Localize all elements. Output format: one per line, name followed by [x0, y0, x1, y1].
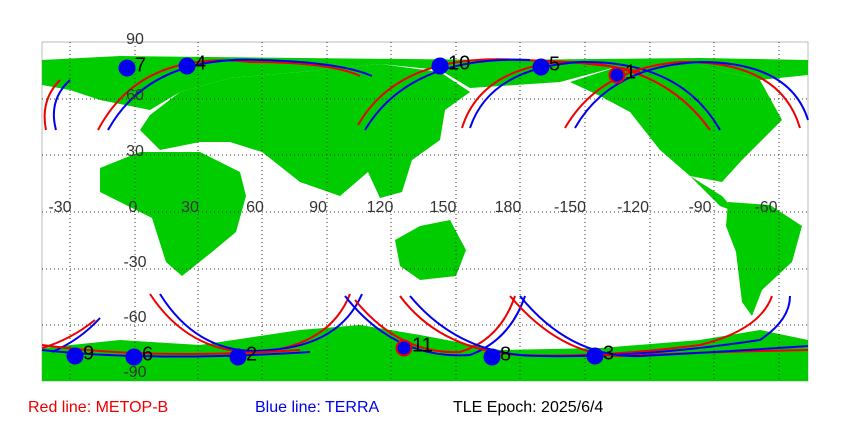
- lon-label: 120: [367, 199, 394, 216]
- lon-label: -120: [617, 199, 649, 216]
- satellite-label: 4: [195, 52, 206, 74]
- satellite-label: 11: [412, 334, 433, 356]
- lat-label: 60: [126, 87, 144, 104]
- legend-blue: Blue line: TERRA: [255, 399, 380, 416]
- satellite-label: 9: [83, 342, 94, 364]
- satellite-marker: [125, 348, 143, 366]
- lon-label: 0: [129, 199, 138, 216]
- lon-label: 90: [309, 199, 327, 216]
- satellite-marker: [586, 347, 604, 365]
- satellite-marker: [532, 58, 550, 76]
- tracks: [41, 58, 809, 358]
- satellite-label: 5: [549, 53, 560, 75]
- lat-label: 30: [126, 143, 144, 160]
- lon-label: -60: [754, 199, 777, 216]
- lon-label: -90: [688, 199, 711, 216]
- satellite-label: 3: [603, 342, 614, 364]
- land: [42, 56, 808, 381]
- satellite-marker: [483, 348, 501, 366]
- satellite-marker: [608, 66, 626, 84]
- lon-label: 30: [181, 199, 199, 216]
- lon-label: 150: [430, 199, 457, 216]
- legend-red: Red line: METOP-B: [28, 399, 168, 416]
- lat-label: -30: [123, 254, 146, 271]
- satellite-marker: [118, 59, 136, 77]
- satellite-label: 1: [625, 61, 636, 83]
- lon-label: -150: [554, 199, 586, 216]
- lat-label: -60: [123, 309, 146, 326]
- legend-epoch: TLE Epoch: 2025/6/4: [453, 399, 603, 416]
- lon-label: 180: [495, 199, 522, 216]
- satellite-label: 8: [500, 343, 511, 365]
- satellite-label: 7: [135, 54, 146, 76]
- satellite-marker: [229, 348, 247, 366]
- satellite-label: 6: [142, 343, 153, 365]
- lon-label: 60: [246, 199, 264, 216]
- lat-label: 90: [126, 31, 144, 48]
- satellite-marker: [395, 339, 413, 357]
- lat-label: -90: [123, 364, 146, 381]
- satellite-marker: [431, 57, 449, 75]
- satellite-label: 10: [448, 52, 470, 74]
- lon-label: -30: [48, 199, 71, 216]
- satellite-marker: [66, 347, 84, 365]
- satellite-label: 2: [246, 343, 257, 365]
- satellite-marker: [178, 57, 196, 75]
